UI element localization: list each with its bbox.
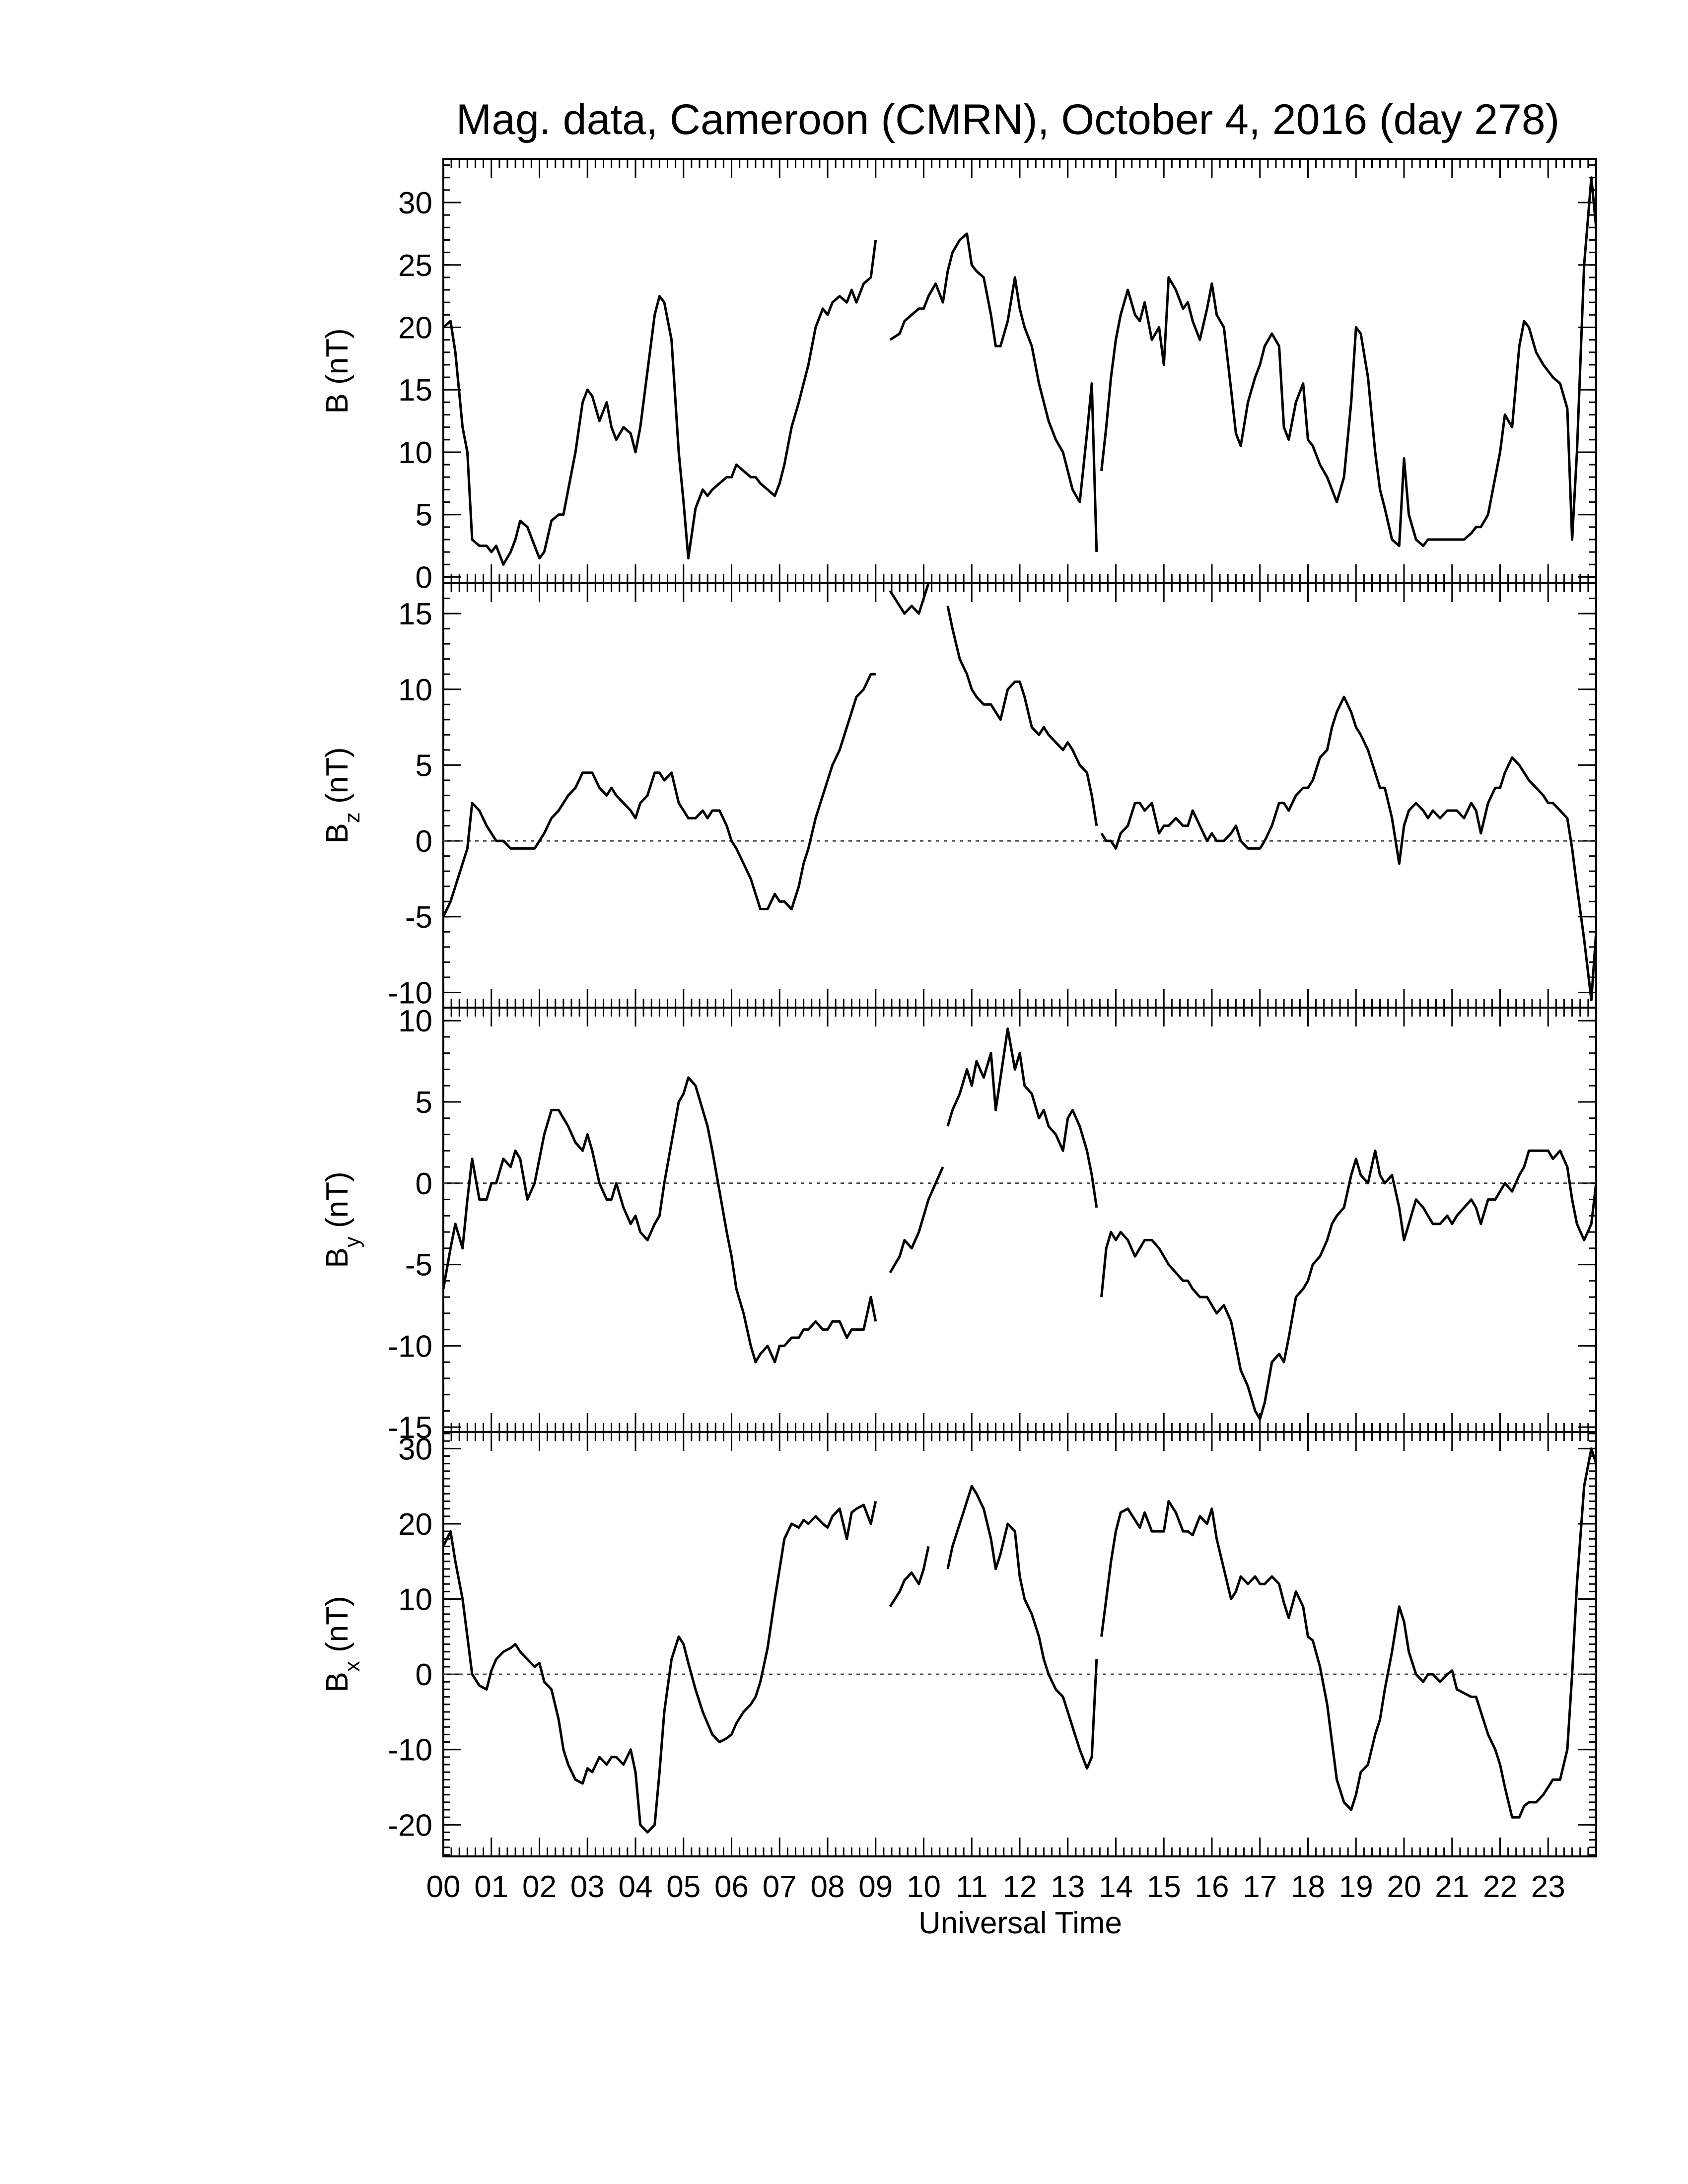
x-axis-title: Universal Time: [918, 1906, 1122, 1940]
y-axis-title: By (nT): [320, 1171, 364, 1268]
x-tick-label: 17: [1243, 1870, 1277, 1904]
x-tick-label: 13: [1051, 1870, 1085, 1904]
series-Bx-trace: [1100, 1447, 1596, 1819]
x-tick-label: 00: [426, 1870, 461, 1904]
x-tick-label: 03: [570, 1870, 605, 1904]
x-tick-label: 21: [1435, 1870, 1469, 1904]
y-tick-label: 10: [398, 1583, 432, 1617]
series-Bz-trace: [889, 583, 930, 615]
y-axis-title-unit: (nT): [320, 1596, 354, 1661]
x-tick-label: 16: [1195, 1870, 1229, 1904]
y-tick-label: 0: [416, 1167, 432, 1201]
y-tick-label: 10: [398, 1004, 432, 1038]
y-tick-label: -10: [388, 976, 432, 1010]
x-tick-label: 10: [907, 1870, 941, 1904]
series-By-trace: [946, 1027, 1098, 1208]
x-tick-label: 02: [522, 1870, 557, 1904]
y-tick-label: 5: [416, 498, 432, 533]
y-axis-title-subscript: x: [340, 1661, 364, 1672]
y-tick-label: 30: [398, 186, 432, 220]
y-axis-title: Bx (nT): [320, 1596, 364, 1692]
chart-title: Mag. data, Cameroon (CMRN), October 4, 2…: [456, 96, 1560, 143]
series-Bx-trace: [443, 1501, 877, 1834]
y-axis-title: B (nT): [320, 328, 354, 413]
y-axis-title: Bz (nT): [320, 747, 364, 843]
x-tick-label: 09: [858, 1870, 893, 1904]
series-B-trace: [1100, 176, 1596, 547]
series-Bz-trace: [946, 606, 1098, 826]
panel-Bz: -10 -5 0 5 10 15 Bz (nT): [320, 582, 1597, 1010]
y-axis-title-unit: (nT): [320, 1171, 354, 1236]
x-tick-label: 23: [1531, 1870, 1565, 1904]
y-tick-label: 30: [398, 1432, 432, 1466]
y-axis-title-main: B: [320, 823, 354, 843]
y-tick-label: 5: [416, 1086, 432, 1120]
series-Bz-trace: [443, 673, 876, 917]
x-tick-label: 05: [666, 1870, 701, 1904]
y-tick-label: -5: [405, 1248, 432, 1283]
x-tick-label: 12: [1003, 1870, 1037, 1904]
y-axis-title-unit: (nT): [320, 747, 354, 812]
x-tick-label: 18: [1291, 1870, 1325, 1904]
series-Bx-trace: [889, 1546, 930, 1608]
y-axis-title-unit: (nT): [320, 328, 354, 393]
y-tick-label: 5: [416, 749, 432, 783]
x-tick-label: 08: [811, 1870, 845, 1904]
panel-By: -15 -10 -5 0 5 10 By (nT): [320, 1004, 1597, 1445]
y-tick-label: -10: [388, 1733, 432, 1768]
y-tick-label: 0: [416, 1658, 432, 1692]
series-Bx-trace: [946, 1485, 1098, 1770]
x-tick-label: 19: [1339, 1870, 1373, 1904]
series-B-trace: [443, 240, 877, 566]
x-tick-label: 07: [763, 1870, 797, 1904]
series-B-trace: [889, 232, 1098, 552]
y-tick-label: 0: [416, 560, 432, 595]
x-tick-label: 20: [1387, 1870, 1421, 1904]
panel-frame: [442, 158, 1597, 584]
x-tick-label: 15: [1147, 1870, 1181, 1904]
y-tick-label: -20: [388, 1808, 432, 1843]
x-tick-labels: 00 01 02 03 04 05 06 07 08 09 10 11 12 13 14 15 16 17 18 19…: [426, 1870, 1565, 1904]
x-tick-label: 04: [619, 1870, 653, 1904]
x-tick-label: 14: [1099, 1870, 1133, 1904]
panel-Bx: -20 -10 0 10 20 30 Bx (nT): [320, 1431, 1597, 1857]
x-tick-label: 22: [1483, 1870, 1517, 1904]
y-tick-label: 20: [398, 1507, 432, 1542]
y-axis-title-main: B: [320, 1247, 354, 1268]
y-axis-title-main: B: [320, 1672, 354, 1692]
series-By-trace: [443, 1076, 877, 1364]
y-tick-label: -5: [405, 900, 432, 935]
panel-B: 0 5 10 15 20 25 30 B (nT): [320, 158, 1597, 595]
y-tick-label: -10: [388, 1329, 432, 1364]
x-tick-label: 11: [956, 1870, 987, 1904]
y-tick-label: -15: [388, 1411, 432, 1445]
y-axis-title-subscript: z: [340, 812, 364, 823]
y-axis-title-subscript: y: [340, 1236, 364, 1247]
panel-frame: [442, 1007, 1597, 1433]
panel-frame: [442, 1431, 1597, 1857]
y-axis-title-main: B: [320, 393, 354, 413]
series-Bz-trace: [1100, 695, 1596, 1002]
series-By-trace: [889, 1166, 944, 1274]
x-tick-label: 01: [474, 1870, 508, 1904]
y-tick-label: 10: [398, 436, 432, 470]
y-tick-label: 20: [398, 311, 432, 345]
y-tick-label: 25: [398, 249, 432, 283]
x-tick-label: 06: [714, 1870, 749, 1904]
y-tick-label: 15: [398, 597, 432, 631]
y-tick-label: 10: [398, 673, 432, 707]
series-By-trace: [1100, 1149, 1596, 1421]
y-tick-label: 0: [416, 824, 432, 859]
y-tick-label: 15: [398, 373, 432, 408]
